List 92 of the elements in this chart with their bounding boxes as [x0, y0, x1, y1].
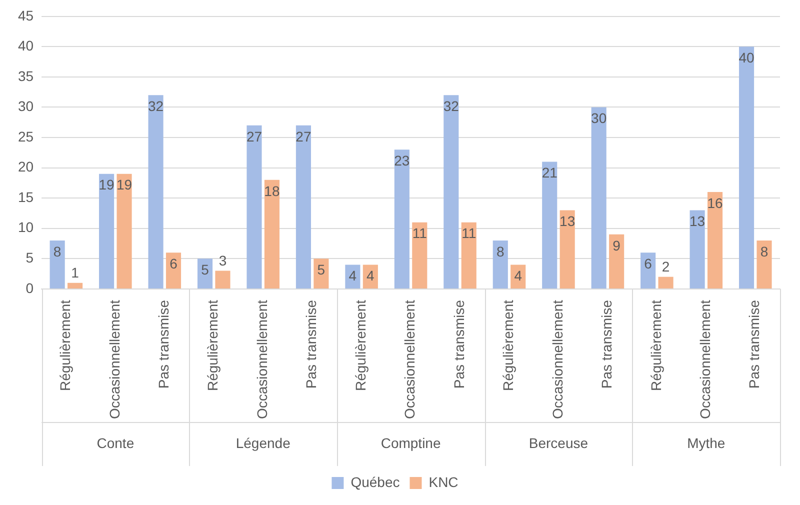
bar [542, 162, 558, 288]
bar [756, 240, 772, 288]
text: Légende [236, 434, 291, 451]
text: Conte [96, 434, 134, 451]
data-label: 4 [366, 268, 375, 284]
x-tick-label: Régulièrement [648, 300, 664, 391]
data-label: 19 [116, 176, 132, 193]
data-label: 13 [690, 213, 706, 230]
data-label: 6 [644, 255, 652, 272]
bar [640, 252, 656, 288]
bar [264, 180, 280, 288]
bar [492, 240, 508, 288]
data-label: 23 [394, 152, 410, 168]
data-label: 6 [170, 255, 178, 272]
y-tick-label: 25 [18, 128, 34, 144]
y-tick-label: 15 [18, 188, 34, 205]
data-label: 2 [662, 258, 670, 275]
x-tick-label: Régulièrement [500, 300, 516, 391]
y-tick-label: 35 [18, 68, 34, 84]
data-label: 8 [496, 243, 504, 260]
bar [116, 174, 132, 288]
x-tick-label: Régulièrement [57, 300, 74, 391]
bar [707, 192, 723, 288]
x-tick-label: Occasionnellement [254, 300, 270, 419]
bar [394, 150, 410, 288]
data-label: 27 [296, 128, 312, 144]
x-tick-label: Pas transmise [156, 300, 172, 389]
x-tick-label: Pas transmise [746, 300, 762, 389]
data-label: 4 [348, 268, 357, 284]
bar [215, 270, 230, 288]
bar [461, 222, 476, 288]
data-label: 9 [612, 237, 621, 254]
data-label: 32 [443, 98, 460, 114]
data-label: 8 [760, 243, 768, 260]
x-tick-label: Occasionnellement [697, 300, 714, 419]
x-tick-label: Pas transmise [303, 300, 320, 389]
bar [591, 107, 606, 288]
bar [99, 174, 114, 288]
y-tick-label: 45 [18, 7, 34, 24]
data-label: 32 [148, 98, 164, 114]
y-tick-label: 40 [18, 38, 34, 54]
data-label: 3 [218, 252, 227, 269]
bar [510, 264, 526, 288]
text: Mythe [687, 434, 726, 451]
legend-label: Québec [350, 474, 400, 490]
legend-label: KNC [428, 474, 458, 490]
bar [197, 258, 213, 288]
data-label: 40 [738, 50, 755, 66]
x-tick-label: Pas transmise [598, 300, 615, 389]
bar [314, 258, 329, 288]
data-label: 11 [462, 225, 476, 242]
x-tick-label: Régulièrement [352, 300, 368, 391]
data-label: 13 [560, 213, 576, 230]
x-tick-label: Occasionnellement [106, 300, 122, 419]
bar [166, 252, 182, 288]
data-label: 5 [317, 262, 326, 278]
bar [362, 264, 378, 288]
data-label: 30 [591, 110, 607, 126]
text: Berceuse [528, 434, 588, 451]
text: Comptine [380, 434, 441, 451]
data-label: 16 [707, 194, 724, 211]
data-label: 8 [53, 243, 62, 260]
bar [738, 46, 754, 288]
bar [246, 125, 262, 288]
x-tick-label: Régulièrement [204, 300, 221, 391]
data-label: 27 [246, 128, 262, 144]
data-label: 19 [98, 176, 115, 193]
bar [68, 282, 83, 288]
x-tick-label: Occasionnellement [402, 300, 418, 419]
bar [148, 95, 164, 288]
bar [296, 125, 311, 288]
x-tick-label: Occasionnellement [549, 300, 566, 419]
bar [50, 240, 65, 288]
data-label: 5 [201, 262, 210, 278]
data-label: 4 [514, 268, 522, 284]
data-label: 11 [412, 225, 428, 242]
bar [560, 210, 575, 288]
data-label: 18 [264, 182, 280, 199]
y-tick-label: 30 [18, 98, 34, 114]
data-label: 21 [542, 164, 558, 181]
bar [345, 264, 360, 288]
y-tick-label: 0 [26, 280, 34, 296]
data-label: 1 [71, 264, 80, 281]
bar [658, 276, 674, 288]
bar [444, 95, 459, 288]
y-tick-label: 20 [18, 158, 34, 175]
bar [609, 234, 624, 288]
bar [690, 210, 705, 288]
y-tick-label: 5 [26, 250, 34, 266]
bar [412, 222, 428, 288]
x-tick-label: Pas transmise [450, 300, 467, 389]
y-tick-label: 10 [18, 219, 34, 236]
